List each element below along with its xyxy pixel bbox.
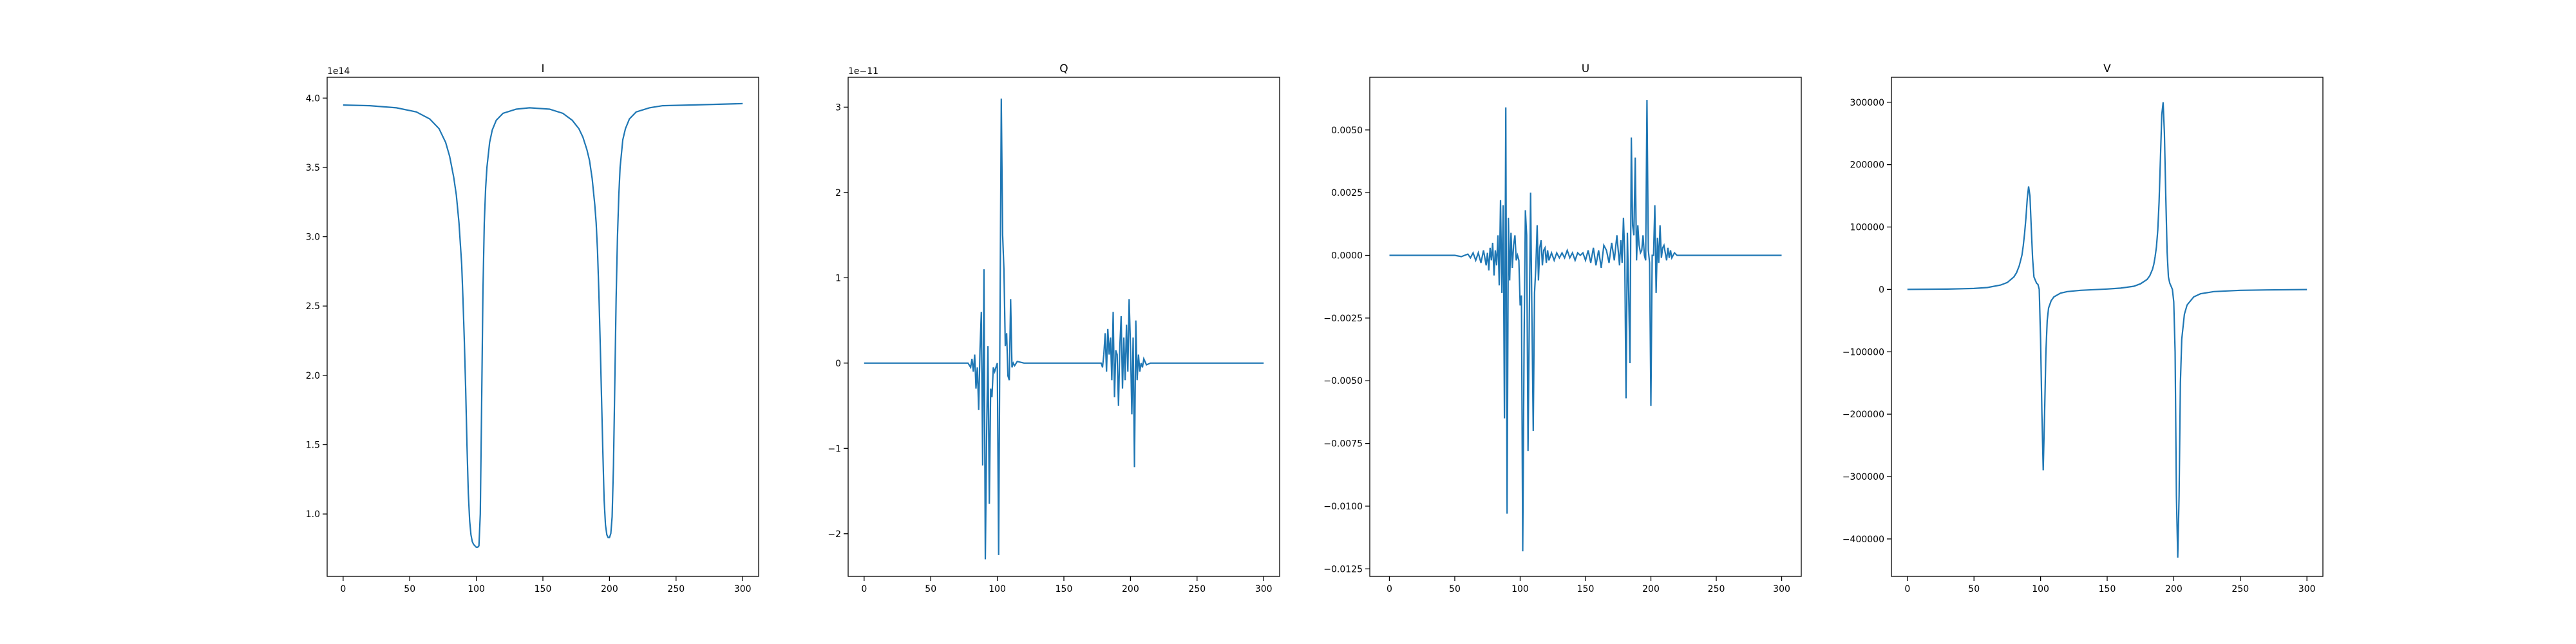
x-tick-label: 0: [340, 584, 346, 594]
x-tick-label: 50: [1968, 584, 1980, 594]
y-tick-label: 3: [835, 102, 841, 113]
y-tick-label: −2: [828, 529, 841, 540]
x-tick-label: 50: [404, 584, 415, 594]
x-axis-ticks: 0 50 100 150 200 250 300: [861, 576, 1273, 594]
y-tick-label: 0.0025: [1331, 188, 1363, 198]
x-axis-ticks: 0 50 100 150 200 250 300: [1387, 576, 1790, 594]
x-tick-label: 100: [468, 584, 485, 594]
y-tick-label: −200000: [1842, 410, 1884, 420]
y-tick-label: 2.5: [306, 301, 320, 312]
y-tick-label: 2: [835, 188, 841, 198]
y-tick-label: 4.0: [306, 93, 320, 104]
y-tick-label: 0: [1879, 285, 1884, 295]
x-axis-ticks: 0 50 100 150 200 250 300: [1904, 576, 2316, 594]
x-tick-label: 200: [2165, 584, 2183, 594]
panel-q: Q 1e−11 0 50 100 150 200 250 300 −2 −1 0 1 2 3: [828, 62, 1280, 594]
y-tick-label: 0: [835, 359, 841, 369]
panel-u: U 0 50 100 150 200 250 300 −0.0125 −0.0100 −0.00…: [1323, 62, 1802, 594]
x-tick-label: 100: [989, 584, 1006, 594]
y-tick-label: −0.0050: [1323, 376, 1363, 386]
plot-frame: [1891, 77, 2324, 577]
panel-i: I 1e14 0 50 100 150 200 250 300 1.0 1.5 2.0 2.5 3.…: [306, 62, 759, 594]
y-tick-label: 1: [835, 273, 841, 283]
y-axis-ticks: −2 −1 0 1 2 3: [828, 102, 848, 540]
y-tick-label: 0.0000: [1331, 251, 1363, 261]
y-tick-label: −0.0025: [1323, 314, 1363, 324]
x-tick-label: 100: [1511, 584, 1529, 594]
x-tick-label: 250: [2231, 584, 2249, 594]
x-axis-ticks: 0 50 100 150 200 250 300: [340, 576, 752, 594]
x-tick-label: 300: [1255, 584, 1273, 594]
y-tick-label: 2.0: [306, 371, 320, 381]
y-axis-ticks: 1.0 1.5 2.0 2.5 3.0 3.5 4.0: [306, 93, 327, 520]
series-line: [343, 102, 743, 548]
y-axis-ticks: −0.0125 −0.0100 −0.0075 −0.0050 −0.0025 0.000…: [1323, 126, 1370, 574]
y-tick-label: 3.0: [306, 232, 320, 243]
y-tick-label: −100000: [1842, 347, 1884, 357]
x-tick-label: 300: [734, 584, 752, 594]
series-line: [1389, 100, 1782, 552]
y-tick-label: −0.0075: [1323, 439, 1363, 450]
plot-frame: [327, 77, 759, 577]
y-tick-label: 1.5: [306, 440, 320, 450]
panel-v: V 0 50 100 150 200 250 300 −400000 −300000 −2000…: [1842, 62, 2324, 594]
y-tick-label: −0.0125: [1323, 564, 1363, 574]
y-tick-label: 0.0050: [1331, 126, 1363, 136]
x-tick-label: 150: [1056, 584, 1073, 594]
y-tick-label: −300000: [1842, 472, 1884, 482]
x-tick-label: 150: [1577, 584, 1595, 594]
x-tick-label: 0: [1904, 584, 1910, 594]
plot-frame: [1369, 77, 1802, 577]
y-tick-label: −400000: [1842, 535, 1884, 545]
series-line: [1907, 102, 2307, 558]
y-offset-label: 1e14: [327, 66, 350, 77]
x-tick-label: 50: [1449, 584, 1461, 594]
x-tick-label: 250: [667, 584, 685, 594]
y-tick-label: 100000: [1850, 223, 1884, 233]
plot-frame: [848, 77, 1280, 577]
y-tick-label: −1: [828, 444, 841, 454]
x-tick-label: 250: [1188, 584, 1206, 594]
y-tick-label: 200000: [1850, 160, 1884, 171]
chart-title: V: [2103, 62, 2111, 75]
y-tick-label: 1.0: [306, 509, 320, 520]
y-tick-label: 3.5: [306, 163, 320, 173]
x-tick-label: 100: [2032, 584, 2049, 594]
chart-title: Q: [1059, 62, 1068, 75]
x-tick-label: 150: [2099, 584, 2116, 594]
y-axis-ticks: −400000 −300000 −200000 −100000 0 100000 20000…: [1842, 98, 1891, 545]
x-tick-label: 300: [2298, 584, 2316, 594]
x-tick-label: 200: [601, 584, 618, 594]
x-tick-label: 300: [1773, 584, 1790, 594]
x-tick-label: 250: [1708, 584, 1725, 594]
x-tick-label: 200: [1122, 584, 1139, 594]
y-tick-label: 300000: [1850, 98, 1884, 108]
x-tick-label: 0: [1387, 584, 1392, 594]
x-tick-label: 50: [925, 584, 936, 594]
y-tick-label: −0.0100: [1323, 502, 1363, 512]
x-tick-label: 0: [861, 584, 867, 594]
chart-title: I: [541, 62, 544, 75]
series-line: [864, 99, 1264, 560]
x-tick-label: 200: [1642, 584, 1660, 594]
x-tick-label: 150: [535, 584, 552, 594]
y-offset-label: 1e−11: [848, 66, 878, 77]
chart-title: U: [1582, 62, 1589, 75]
